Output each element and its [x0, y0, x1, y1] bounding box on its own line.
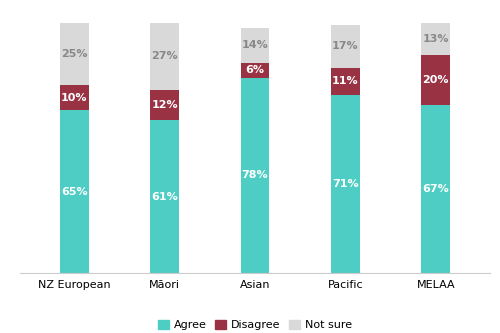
Text: 20%: 20%: [422, 75, 449, 85]
Bar: [331, 68, 360, 95]
Bar: [422, 105, 450, 273]
Text: 27%: 27%: [152, 51, 178, 61]
Text: 78%: 78%: [242, 170, 268, 180]
Text: 6%: 6%: [246, 65, 264, 75]
Bar: [331, 95, 360, 273]
Text: 71%: 71%: [332, 179, 358, 189]
Bar: [150, 90, 179, 120]
Bar: [60, 85, 88, 110]
Legend: Agree, Disagree, Not sure: Agree, Disagree, Not sure: [154, 315, 356, 333]
Text: 11%: 11%: [332, 76, 358, 86]
Bar: [422, 23, 450, 55]
Bar: [60, 23, 88, 85]
Text: 14%: 14%: [242, 40, 268, 50]
Text: 17%: 17%: [332, 41, 358, 51]
Text: 67%: 67%: [422, 184, 449, 194]
Bar: [150, 120, 179, 273]
Text: 10%: 10%: [61, 93, 88, 103]
Text: 61%: 61%: [151, 192, 178, 202]
Bar: [150, 23, 179, 90]
Text: 13%: 13%: [422, 34, 449, 44]
Text: 25%: 25%: [61, 49, 88, 59]
Bar: [331, 25, 360, 68]
Bar: [60, 110, 88, 273]
Text: 65%: 65%: [61, 186, 88, 196]
Text: 12%: 12%: [152, 100, 178, 110]
Bar: [240, 78, 270, 273]
Bar: [240, 28, 270, 63]
Bar: [422, 55, 450, 105]
Bar: [240, 63, 270, 78]
